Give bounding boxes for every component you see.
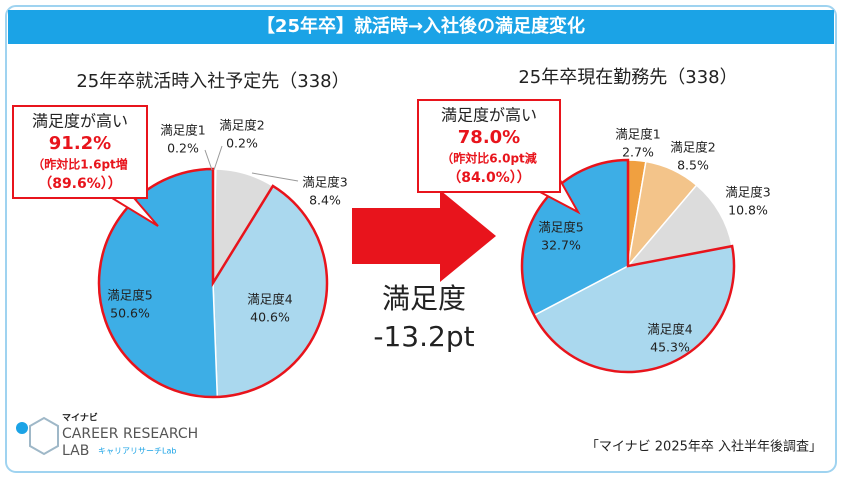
logo-line1: CAREER RESEARCH xyxy=(62,426,198,442)
slice-value: 50.6% xyxy=(110,306,150,321)
slice-name: 満足度2 xyxy=(670,140,715,155)
callout-value: 91.2% xyxy=(49,133,111,154)
leader-line xyxy=(251,172,299,182)
pie-title: 25年卒就活時入社予定先（338） xyxy=(76,71,349,92)
logo-dot xyxy=(16,422,28,434)
comparison-value: -13.2pt xyxy=(373,320,474,353)
callout-note: （昨対比6.0pt減 xyxy=(441,151,537,166)
slice-value: 10.8% xyxy=(728,203,768,218)
leader-line xyxy=(213,145,223,171)
slice-name: 満足度3 xyxy=(725,185,770,200)
slice-value: 45.3% xyxy=(650,340,690,355)
pie-slice xyxy=(626,184,733,268)
callout-label: 満足度が高い xyxy=(441,106,537,125)
slice-value: 2.7% xyxy=(622,145,654,160)
slice-value: 0.2% xyxy=(167,141,199,156)
pie-title: 25年卒現在勤務先（338） xyxy=(518,67,737,88)
header-bar xyxy=(8,10,834,44)
logo: マイナビ CAREER RESEARCH LAB キャリアリサーチLab xyxy=(16,412,198,459)
logo-brand: マイナビ xyxy=(62,412,98,424)
comparison-label: 満足度 xyxy=(382,282,466,315)
callout-box xyxy=(417,99,561,193)
slice-value: 40.6% xyxy=(250,310,290,325)
arrow xyxy=(352,190,496,282)
slice-name: 満足度2 xyxy=(219,118,264,133)
logo-sub: キャリアリサーチLab xyxy=(98,447,176,456)
slice-value: 8.5% xyxy=(677,158,709,173)
slice-name: 満足度5 xyxy=(107,288,152,303)
slice-name: 満足度4 xyxy=(247,292,293,307)
slice-value: 8.4% xyxy=(309,193,341,208)
slice-name: 満足度5 xyxy=(538,220,583,235)
slice-name: 満足度4 xyxy=(647,322,693,337)
slice-name: 満足度3 xyxy=(302,175,347,190)
logo-line2: LAB xyxy=(62,443,89,459)
slice-name: 満足度1 xyxy=(615,127,660,142)
slice-name: 満足度1 xyxy=(160,123,205,138)
source: 「マイナビ 2025年卒 入社半年後調査」 xyxy=(586,439,822,455)
leader-line xyxy=(204,149,213,171)
header-title: 【25年卒】就活時→入社後の満足度変化 xyxy=(257,15,585,37)
callout-label: 満足度が高い xyxy=(32,112,128,131)
callout-box xyxy=(12,105,148,199)
slice-value: 32.7% xyxy=(541,238,581,253)
callout-note: （84.0%）） xyxy=(447,170,531,186)
slice-value: 0.2% xyxy=(226,136,258,151)
callout-note: （昨対比1.6pt増 xyxy=(32,157,128,172)
callout-value: 78.0% xyxy=(458,127,520,148)
logo-icon xyxy=(29,416,59,456)
callout-note: （89.6%）） xyxy=(38,176,122,192)
